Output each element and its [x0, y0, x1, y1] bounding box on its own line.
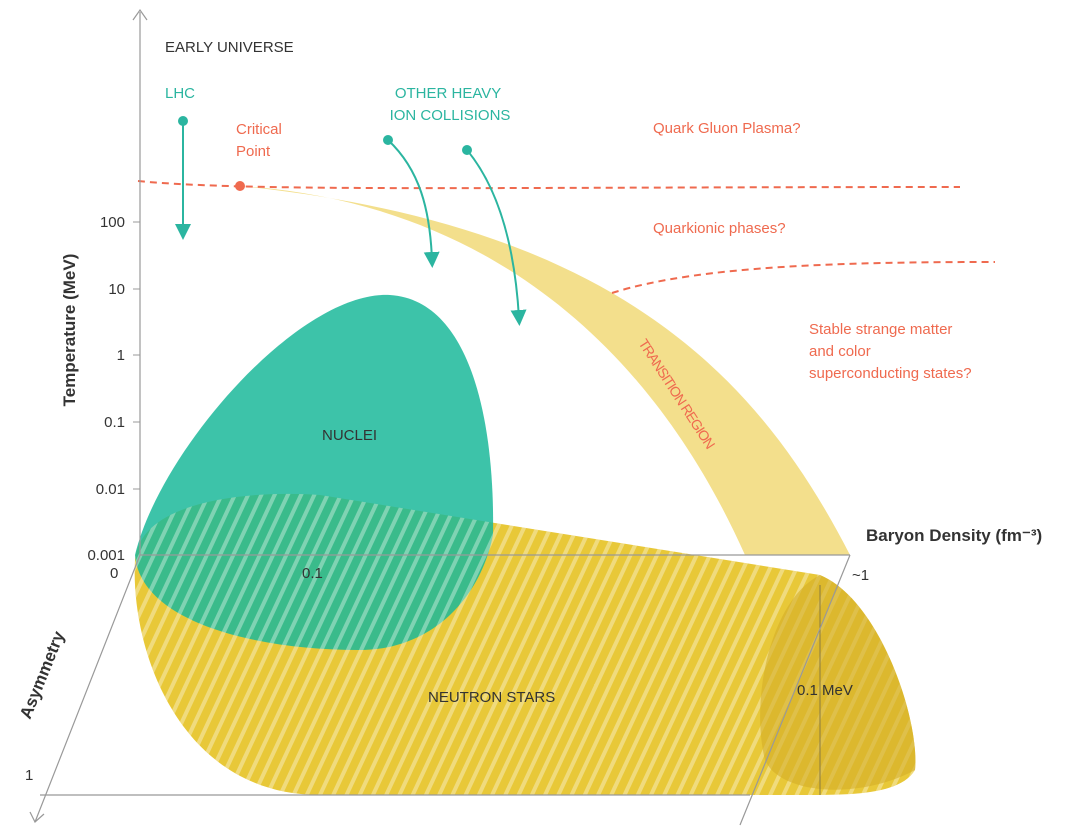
critical-point-label: Critical Point	[236, 121, 286, 160]
y-tick-label: 10	[108, 281, 125, 298]
y-tick-label: 0.001	[87, 547, 125, 564]
line: superconducting states?	[809, 365, 972, 382]
neutron-stars-label: NEUTRON STARS	[428, 689, 555, 706]
heavy-ion-label: OTHER HEAVY ION COLLISIONS	[390, 85, 511, 124]
y-axis-title: Temperature (MeV)	[60, 254, 79, 407]
line: and color	[809, 343, 871, 360]
y-axis	[132, 8, 148, 555]
qgp-label: Quark Gluon Plasma?	[653, 120, 801, 137]
x-tick-label: ~1	[852, 567, 869, 584]
dashed-boundary	[611, 261, 996, 294]
line: Critical	[236, 121, 282, 138]
y-tick-label: 1	[117, 347, 125, 364]
x-axis-title: Baryon Density (fm⁻³)	[866, 526, 1042, 545]
y-tick-label: 100	[100, 214, 125, 231]
base-line	[40, 554, 851, 826]
arrows	[175, 116, 527, 326]
mev-label: 0.1 MeV	[797, 682, 853, 699]
hatching	[134, 493, 916, 795]
lhc-label: LHC	[165, 85, 195, 102]
z-axis	[29, 554, 141, 823]
nuclei-label: NUCLEI	[322, 427, 377, 444]
line: OTHER HEAVY	[395, 85, 501, 102]
line: ION COLLISIONS	[390, 107, 511, 124]
early-universe: EARLY UNIVERSE	[165, 39, 294, 56]
dashed-boundary	[137, 180, 961, 190]
x-tick-label: 0	[110, 565, 118, 582]
critical-point	[235, 181, 245, 191]
y-ticks	[133, 221, 140, 490]
quarkionic-label: Quarkionic phases?	[653, 220, 786, 237]
y-tick-label: 0.1	[104, 414, 125, 431]
line: Point	[236, 143, 271, 160]
y-tick-label: 0.01	[96, 481, 125, 498]
cylinder-end	[760, 575, 916, 790]
z-axis-title: Asymmetry	[16, 628, 69, 721]
line: Stable strange matter	[809, 321, 952, 338]
transition-band	[240, 186, 850, 555]
z-tick-label: 1	[25, 767, 33, 784]
x-tick-label: 0.1	[302, 565, 323, 582]
strange-matter-label: Stable strange matter and color supercon…	[809, 321, 972, 382]
